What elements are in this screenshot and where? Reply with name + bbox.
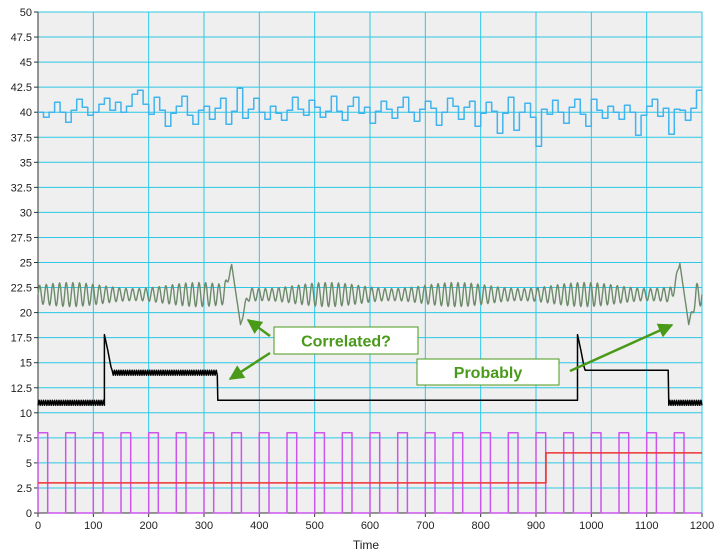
x-tick-label: 1200 bbox=[690, 520, 714, 532]
y-tick-label: 40 bbox=[20, 107, 32, 119]
x-tick-label: 700 bbox=[416, 520, 434, 532]
arrow bbox=[246, 318, 271, 338]
callout-text: Probably bbox=[454, 365, 523, 382]
x-tick-label: 1100 bbox=[635, 520, 659, 532]
x-tick-label: 600 bbox=[361, 520, 379, 532]
series-line-1 bbox=[37, 262, 703, 326]
y-tick-label: 0 bbox=[26, 508, 32, 520]
arrow bbox=[569, 323, 674, 373]
x-tick-label: 0 bbox=[35, 520, 41, 532]
arrow bbox=[228, 351, 271, 381]
y-tick-label: 15 bbox=[20, 358, 32, 370]
x-tick-label: 500 bbox=[305, 520, 323, 532]
callout-text: Correlated? bbox=[301, 334, 391, 351]
y-tick-label: 12.5 bbox=[11, 383, 32, 395]
y-tick-label: 25 bbox=[20, 258, 32, 270]
x-tick-label: 100 bbox=[84, 520, 102, 532]
y-tick-label: 42.5 bbox=[11, 82, 32, 94]
y-tick-label: 50 bbox=[20, 7, 32, 19]
y-tick-label: 17.5 bbox=[11, 333, 32, 345]
y-tick-label: 47.5 bbox=[11, 32, 32, 44]
y-tick-label: 7.5 bbox=[17, 433, 32, 445]
y-tick-label: 5 bbox=[26, 458, 32, 470]
series-lines bbox=[37, 87, 703, 514]
x-axis-label: Time bbox=[353, 538, 380, 552]
y-tick-label: 20 bbox=[20, 308, 32, 320]
y-tick-label: 32.5 bbox=[11, 182, 32, 194]
callout-box bbox=[273, 326, 419, 355]
series-line-3 bbox=[37, 432, 702, 514]
annotations: Correlated? Probably bbox=[228, 318, 674, 386]
x-tick-label: 400 bbox=[250, 520, 268, 532]
y-tick-label: 10 bbox=[20, 408, 32, 420]
series-line-0 bbox=[38, 87, 702, 148]
y-tick-label: 2.5 bbox=[17, 483, 32, 495]
y-tick-label: 27.5 bbox=[11, 232, 32, 244]
y-tick-label: 30 bbox=[20, 207, 32, 219]
y-tick-label: 45 bbox=[20, 57, 32, 69]
y-tick-label: 35 bbox=[20, 157, 32, 169]
x-tick-label: 300 bbox=[195, 520, 213, 532]
x-tick-label: 200 bbox=[139, 520, 157, 532]
x-tick-label: 800 bbox=[471, 520, 489, 532]
series-line-2 bbox=[37, 333, 703, 407]
series-line-4 bbox=[38, 452, 702, 484]
x-tick-label: 900 bbox=[527, 520, 545, 532]
y-tick-label: 37.5 bbox=[11, 132, 32, 144]
x-tick-label: 1000 bbox=[579, 520, 603, 532]
callout-box bbox=[416, 358, 560, 386]
y-tick-label: 22.5 bbox=[11, 283, 32, 295]
